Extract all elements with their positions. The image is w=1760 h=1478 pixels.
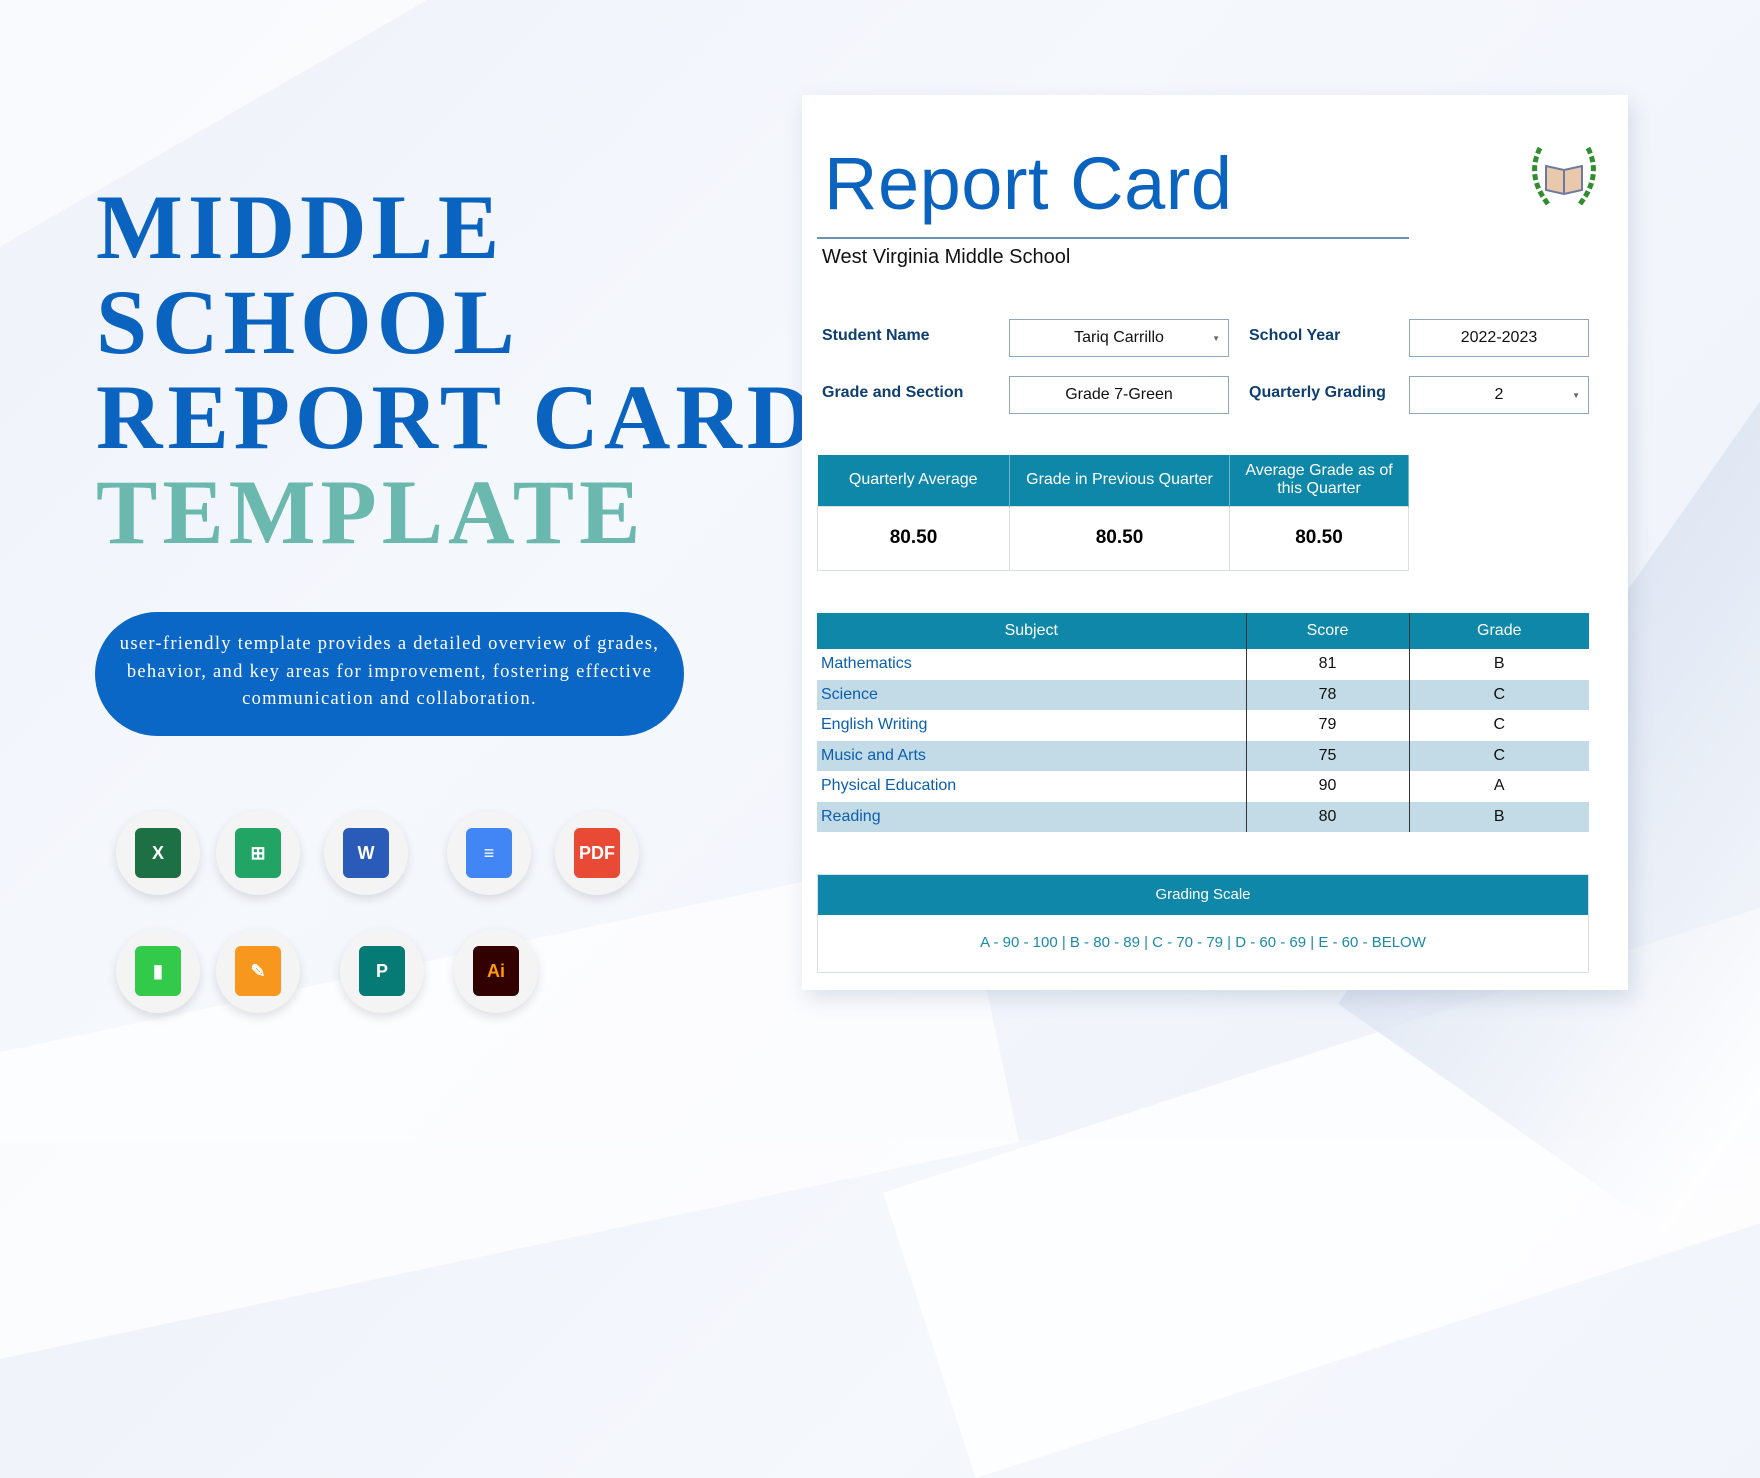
subjects-table: Subject Score Grade Mathematics 81 B Scienc… [817,613,1589,832]
column-header: Score [1245,613,1409,649]
quarterly-grading-label: Quarterly Grading [1249,384,1386,401]
school-year-label: School Year [1249,327,1341,344]
grade-cell: C [1408,740,1589,771]
grade-cell: C [1408,679,1589,710]
subject-cell: Music and Arts [817,740,1246,771]
title-divider [817,237,1409,239]
icon-glyph: W [343,828,389,878]
table-row: Mathematics 81 B [817,649,1589,680]
excel-icon: X [116,811,200,895]
table-row: English Writing 79 C [817,710,1589,741]
table-row: Physical Education 90 A [817,771,1589,802]
summary-header: Average Grade as of this Quarter [1229,455,1409,506]
score-cell: 81 [1245,649,1409,680]
subject-cell: Science [817,679,1246,710]
grade-section-field[interactable]: Grade 7-Green [1009,376,1229,414]
column-header: Subject [817,613,1246,649]
school-logo-icon [1532,146,1596,206]
summary-header: Grade in Previous Quarter [1009,455,1230,506]
google-docs-icon: ≡ [447,811,531,895]
school-year-field[interactable]: 2022-2023 [1409,319,1589,357]
subject-cell: Reading [817,801,1246,832]
student-name-dropdown[interactable]: Tariq Carrillo ▼ [1009,319,1229,357]
title-line: REPORT CARD [96,366,819,468]
icon-glyph: ▮ [135,946,181,996]
student-name-label: Student Name [822,327,930,344]
word-icon: W [324,811,408,895]
school-year-value: 2022-2023 [1460,329,1538,346]
score-cell: 79 [1245,710,1409,741]
table-row: Reading 80 B [817,801,1589,832]
grade-section-value: Grade 7-Green [1065,386,1173,403]
title-line: MIDDLE [96,176,505,278]
pdf-icon: PDF [555,811,639,895]
hero-title: MIDDLE SCHOOL REPORT CARD TEMPLATE [96,180,818,560]
summary-value: 80.50 [1229,505,1409,571]
icon-glyph: Ai [473,946,519,996]
card-title: Report Card [824,142,1233,225]
icon-glyph: ≡ [466,828,512,878]
column-header: Grade [1408,613,1589,649]
subject-cell: English Writing [821,716,928,734]
table-row: Music and Arts 75 C [817,740,1589,771]
table-row: Science 78 C [817,679,1589,710]
report-card: Report Card West Virginia Middle School … [802,95,1628,990]
grade-section-label: Grade and Section [822,384,964,401]
icon-glyph: ⊞ [235,828,281,878]
grading-scale-title: Grading Scale [818,875,1588,915]
icon-glyph: PDF [574,828,620,878]
grade-cell: B [1408,649,1589,680]
quarterly-grading-value: 2 [1494,386,1504,403]
subject-cell: Physical Education [821,777,957,795]
summary-value: 80.50 [1009,505,1230,571]
quarterly-grading-dropdown[interactable]: 2 ▼ [1409,376,1589,414]
publisher-icon: P [340,929,424,1013]
grade-cell: C [1408,710,1589,741]
title-line: TEMPLATE [96,461,646,563]
score-cell: 80 [1245,801,1409,832]
score-cell: 90 [1245,771,1409,802]
summary-header: Quarterly Average [817,455,1010,506]
icon-glyph: X [135,828,181,878]
title-line: SCHOOL [96,271,520,373]
dropdown-arrow-icon: ▼ [1212,334,1220,343]
score-cell: 75 [1245,740,1409,771]
description-pill: user-friendly template provides a detail… [95,612,684,736]
illustrator-icon: Ai [454,929,538,1013]
numbers-icon: ▮ [116,929,200,1013]
school-name: West Virginia Middle School [822,246,1071,268]
pages-icon: ✎ [216,929,300,1013]
grade-cell: B [1408,801,1589,832]
subject-cell: Mathematics [821,655,912,673]
icon-glyph: ✎ [235,946,281,996]
grading-scale: Grading Scale A - 90 - 100 | B - 80 - 89… [817,874,1589,973]
grading-scale-text: A - 90 - 100 | B - 80 - 89 | C - 70 - 79… [980,934,1426,951]
grade-cell: A [1408,771,1589,802]
score-cell: 78 [1245,679,1409,710]
summary-table: Quarterly Average Grade in Previous Quar… [817,455,1409,571]
icon-glyph: P [359,946,405,996]
dropdown-arrow-icon: ▼ [1572,391,1580,400]
student-name-value: Tariq Carrillo [1074,329,1164,346]
summary-value: 80.50 [817,505,1010,571]
google-sheets-icon: ⊞ [216,811,300,895]
